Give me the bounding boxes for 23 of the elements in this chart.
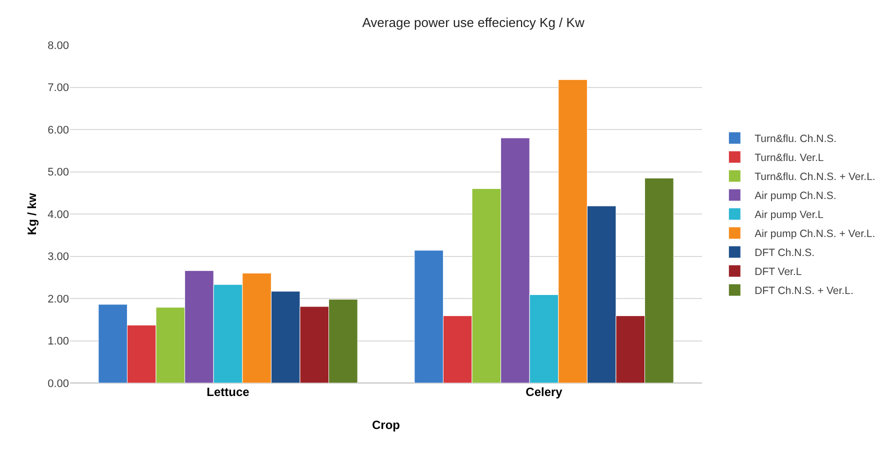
legend-label: Air pump Ch.N.S. (754, 190, 836, 202)
y-tick-label: 5.00 (48, 166, 69, 179)
legend-label: DFT Ch.N.S. + Ver.L. (754, 285, 854, 298)
y-tick-label: 2.00 (48, 293, 69, 306)
y-tick-label: 6.00 (48, 124, 69, 136)
legend-label: DFT Ver.L (754, 266, 802, 278)
legend-label: Turn&flu. Ver.L (754, 152, 824, 164)
x-tick-label: Lettuce (206, 385, 250, 399)
legend-label: Air pump Ver.L (754, 209, 824, 222)
y-tick-label: 0.00 (48, 378, 69, 390)
y-tick-label: 7.00 (48, 82, 69, 94)
legend-label: Air pump Ch.N.S. + Ver.L. (754, 228, 876, 240)
legend-label: DFT Ch.N.S. (754, 247, 815, 260)
y-tick-label: 8.00 (48, 40, 69, 52)
legend-label: Turn&flu. Ch.N.S. + Ver.L. (754, 171, 876, 184)
chart-title: Average power use effeciency Kg / Kw (362, 15, 585, 30)
y-tick-label: 4.00 (48, 208, 69, 221)
x-tick-label: Celery (526, 385, 563, 399)
x-axis-title: Crop (372, 418, 400, 432)
legend-label: Turn&flu. Ch.N.S. (754, 133, 837, 146)
y-tick-label: 3.00 (48, 251, 69, 264)
y-tick-label: 1.00 (48, 336, 69, 348)
y-axis-title: Kg / kw (25, 192, 39, 236)
